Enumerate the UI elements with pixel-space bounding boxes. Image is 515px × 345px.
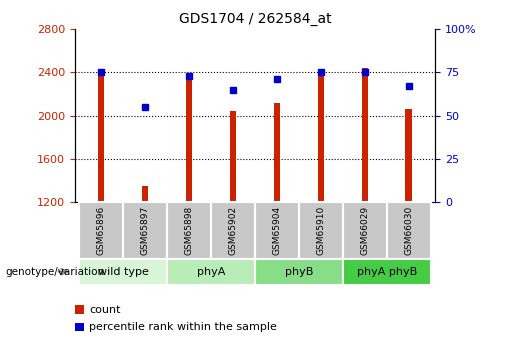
- Bar: [318, 72, 324, 202]
- Text: GSM65902: GSM65902: [229, 206, 237, 255]
- Bar: [186, 73, 192, 202]
- Text: GSM65904: GSM65904: [272, 206, 281, 255]
- Text: phyA phyB: phyA phyB: [357, 267, 417, 277]
- Bar: [167, 259, 255, 285]
- Bar: [167, 202, 211, 259]
- Bar: [98, 72, 105, 202]
- Text: GSM66029: GSM66029: [360, 206, 369, 255]
- Bar: [142, 186, 148, 202]
- Text: GSM66030: GSM66030: [404, 206, 414, 255]
- Text: count: count: [89, 305, 121, 315]
- Bar: [79, 202, 123, 259]
- Text: percentile rank within the sample: percentile rank within the sample: [89, 322, 277, 332]
- Bar: [299, 202, 343, 259]
- Bar: [123, 202, 167, 259]
- Bar: [405, 109, 412, 202]
- Bar: [343, 202, 387, 259]
- Text: GSM65910: GSM65910: [316, 206, 325, 255]
- Title: GDS1704 / 262584_at: GDS1704 / 262584_at: [179, 11, 331, 26]
- Bar: [387, 202, 431, 259]
- Bar: [255, 259, 343, 285]
- Bar: [273, 103, 280, 202]
- Bar: [79, 259, 167, 285]
- Bar: [75, 323, 83, 331]
- Bar: [343, 259, 431, 285]
- Text: GSM65896: GSM65896: [96, 206, 106, 255]
- Text: phyB: phyB: [285, 267, 313, 277]
- Text: GSM65897: GSM65897: [141, 206, 149, 255]
- Text: GSM65898: GSM65898: [184, 206, 194, 255]
- Bar: [362, 68, 368, 202]
- Text: wild type: wild type: [98, 267, 148, 277]
- Text: genotype/variation: genotype/variation: [5, 267, 104, 277]
- Bar: [255, 202, 299, 259]
- Text: phyA: phyA: [197, 267, 225, 277]
- Bar: [211, 202, 255, 259]
- Bar: [230, 111, 236, 202]
- Bar: [75, 305, 83, 314]
